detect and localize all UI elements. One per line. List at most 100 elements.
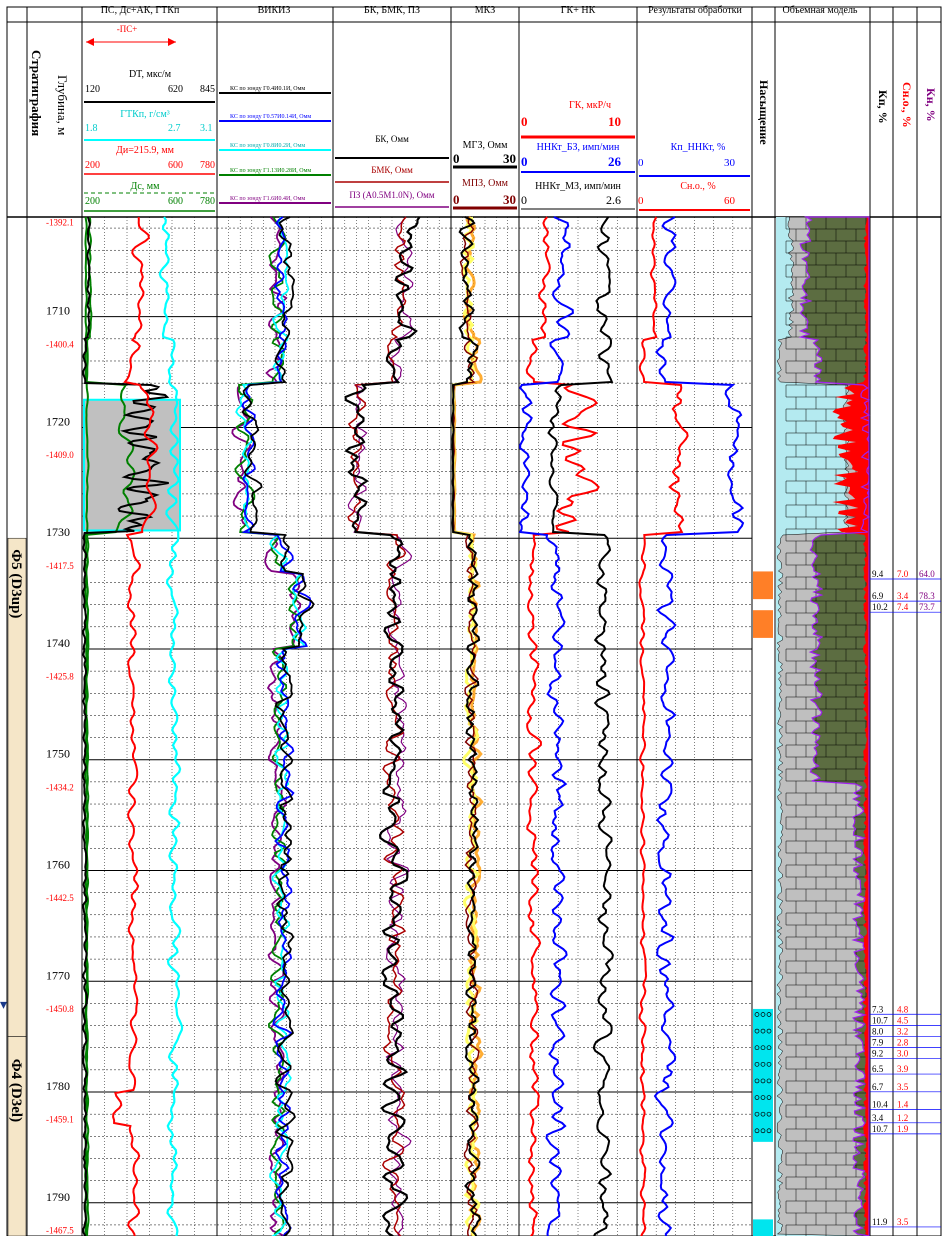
model-porosity-line bbox=[798, 216, 871, 1237]
results-sno-value: 3.4 bbox=[897, 591, 909, 601]
kp-nnk-curve bbox=[653, 216, 745, 1238]
stratigraphy-title: Стратиграфия bbox=[29, 50, 44, 136]
nnk-bz-min: 0 bbox=[521, 154, 528, 169]
depth-md-label: 1770 bbox=[46, 968, 70, 982]
results-sno-value: 2.8 bbox=[897, 1037, 909, 1047]
depth-tvd-label: -1425.8 bbox=[46, 672, 74, 682]
kp-title: Кп, % bbox=[876, 90, 890, 124]
results-kp-value: 9.2 bbox=[872, 1049, 883, 1059]
saturation-water-1 bbox=[753, 1008, 773, 1142]
pz-label: ПЗ (А0.5М1.0N), Омм bbox=[349, 190, 434, 200]
depth-md-label: 1780 bbox=[46, 1079, 70, 1093]
saturation-symbol bbox=[760, 1078, 766, 1084]
dt-min: 120 bbox=[85, 84, 100, 95]
di-min: 200 bbox=[85, 160, 100, 171]
vikiz-curve-5-label: КС по зонду Г1.6И0.4И, Омм bbox=[230, 196, 305, 202]
results-kp-value: 9.4 bbox=[872, 569, 884, 579]
vikiz-curve-2 bbox=[234, 216, 303, 1238]
saturation-symbol bbox=[760, 1095, 766, 1100]
results-kp-value: 7.3 bbox=[872, 1004, 884, 1014]
results-kn-value: 73.7 bbox=[919, 602, 935, 612]
depth-md-label: 1740 bbox=[46, 636, 70, 650]
mgz-max: 30 bbox=[503, 151, 516, 166]
sno-curve bbox=[638, 216, 689, 1238]
sno-h-max: 60 bbox=[724, 195, 736, 207]
sno-h-min: 0 bbox=[638, 195, 644, 207]
depth-md-label: 1750 bbox=[46, 747, 70, 761]
results-sno-value: 3.5 bbox=[897, 1082, 909, 1092]
depth-md-label: 1710 bbox=[46, 304, 70, 318]
gtkp-max: 3.1 bbox=[200, 123, 213, 134]
ds-label: Дс, мм bbox=[131, 181, 161, 192]
results-kp-value: 6.5 bbox=[872, 1064, 884, 1074]
vikiz-curve-2-label: КС по зонду Г0.57И0.14И, Омм bbox=[230, 114, 311, 120]
results-column-title: Результаты обработки bbox=[648, 5, 742, 16]
results-kp-value: 10.2 bbox=[872, 602, 888, 612]
saturation-symbol bbox=[754, 1128, 760, 1134]
vikiz-curve-3-label: КС по зонду Г0.8И0.2И, Омм bbox=[230, 143, 305, 149]
results-kp-value: 10.4 bbox=[872, 1100, 888, 1110]
model-dolomite bbox=[800, 217, 869, 1236]
kp-nnk-label: Кп_ННКт, % bbox=[671, 142, 726, 153]
results-kp-value: 8.0 bbox=[872, 1026, 884, 1036]
bk-label: БК, Омм bbox=[375, 134, 409, 144]
depth-tvd-label: -1434.2 bbox=[46, 782, 74, 792]
grid-layer bbox=[82, 217, 752, 1236]
results-table: 9.4 7.0 64.0 6.9 3.4 78.3 10.2 7.4 73.7 7.3 4.8 10.… bbox=[870, 569, 941, 1228]
depth-tvd-label: -1459.1 bbox=[46, 1115, 74, 1125]
saturation-symbol bbox=[760, 1028, 766, 1034]
mkz-column-title: МКЗ bbox=[475, 5, 496, 16]
di-mid: 600 bbox=[168, 160, 183, 171]
saturation-symbol bbox=[754, 1045, 760, 1051]
vikiz-curve-1 bbox=[231, 216, 302, 1238]
di-max: 780 bbox=[200, 160, 215, 171]
results-kp-value: 3.4 bbox=[872, 1113, 884, 1123]
strat-label-f4: Ф4 (D3el) bbox=[8, 1059, 24, 1122]
nnk-bz-max: 26 bbox=[608, 154, 622, 169]
model-column-title: Объемная модель bbox=[782, 5, 857, 16]
model-clay bbox=[832, 217, 869, 1236]
depth-title: Глубина, м bbox=[55, 75, 70, 135]
saturation-symbol bbox=[754, 1078, 760, 1084]
saturation-symbol bbox=[766, 1095, 772, 1100]
mgz-min: 0 bbox=[453, 151, 460, 166]
sno-title: Сн.о., % bbox=[900, 82, 914, 128]
results-kp-value: 10.7 bbox=[872, 1015, 888, 1025]
results-kp-value: 6.7 bbox=[872, 1082, 884, 1092]
depth-md-label: 1730 bbox=[46, 525, 70, 539]
nnk-mz-min: 0 bbox=[521, 193, 527, 207]
column-titles: ПС, Дс+АК, ГТКп ВИКИЗ БК, БМК, ПЗ МКЗ ГК… bbox=[29, 5, 938, 207]
results-sno-value: 7.0 bbox=[897, 569, 909, 579]
saturation-symbol bbox=[760, 1045, 766, 1051]
nnk-bz-label: ННКт_БЗ, имп/мин bbox=[537, 142, 620, 153]
bk-column-title: БК, БМК, ПЗ bbox=[364, 5, 420, 16]
gk-label: ГК, мкР/ч bbox=[569, 100, 611, 111]
dt-mid: 620 bbox=[168, 84, 183, 95]
saturation-symbol bbox=[760, 1111, 766, 1117]
gk-max: 10 bbox=[608, 114, 621, 129]
saturation-symbol bbox=[766, 1028, 772, 1034]
depth-tvd-label: -1400.4 bbox=[46, 339, 74, 349]
nnk-bz-curve bbox=[518, 216, 574, 1238]
saturation-oil-2 bbox=[753, 610, 773, 638]
kn-title: Кн, % bbox=[924, 88, 938, 122]
saturation-water-2 bbox=[753, 1219, 773, 1236]
saturation-column bbox=[753, 571, 773, 1236]
sno-h-label: Сн.о., % bbox=[680, 181, 715, 192]
mgz-curve bbox=[451, 216, 482, 1238]
gtkp-min: 1.8 bbox=[85, 123, 98, 134]
results-sno-value: 1.9 bbox=[897, 1124, 909, 1134]
results-kn-value: 64.0 bbox=[919, 569, 935, 579]
vikiz-curve-3 bbox=[235, 216, 308, 1238]
saturation-symbol bbox=[766, 1061, 772, 1067]
stratigraphy-column: Ф5 (D3up) Ф4 (D3el) bbox=[7, 537, 27, 1237]
gk-curve bbox=[525, 216, 600, 1238]
kp-nnk-max: 30 bbox=[724, 157, 736, 169]
gk-column-title: ГК+ НК bbox=[561, 5, 596, 16]
left-edge-marker: ▾ bbox=[0, 998, 7, 1013]
saturation-symbol bbox=[766, 1128, 772, 1134]
dt-label: DT, мкс/м bbox=[129, 69, 172, 80]
gtkp-mid: 2.7 bbox=[168, 123, 181, 134]
mpz-max: 30 bbox=[503, 192, 516, 207]
